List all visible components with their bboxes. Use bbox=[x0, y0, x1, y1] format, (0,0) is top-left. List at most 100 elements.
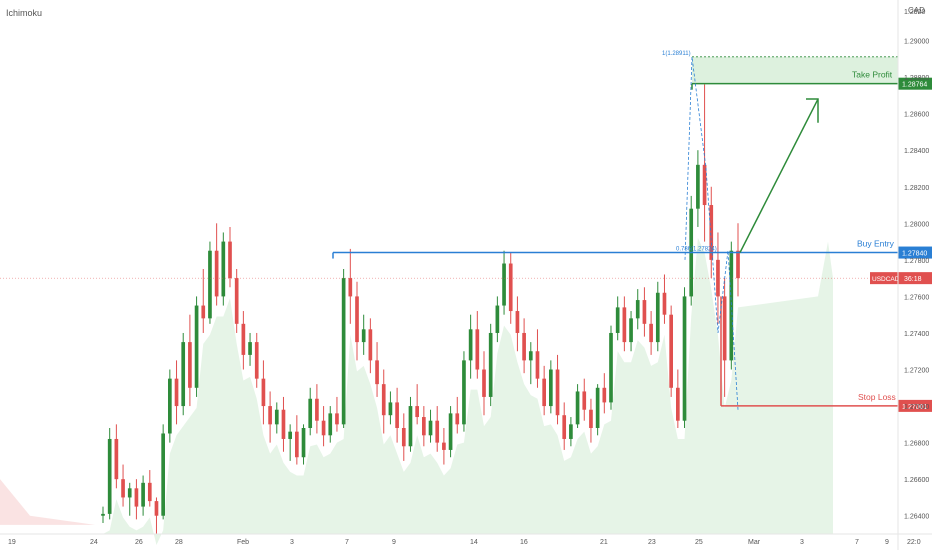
candle bbox=[682, 287, 687, 428]
candle bbox=[154, 497, 159, 534]
candle bbox=[676, 369, 680, 428]
countdown-tag bbox=[898, 272, 932, 285]
candle bbox=[168, 369, 172, 443]
candle-body bbox=[241, 323, 246, 355]
y-tick-label: 1.28400 bbox=[904, 148, 929, 155]
candle bbox=[569, 417, 573, 447]
x-tick-label: 7 bbox=[345, 539, 349, 546]
stop-loss-price: 1.27001 bbox=[902, 404, 927, 411]
candle-body bbox=[535, 351, 540, 379]
stop-loss-text: Stop Loss bbox=[858, 392, 896, 402]
candle-body bbox=[355, 296, 359, 343]
cloud-bear bbox=[0, 479, 95, 525]
candle bbox=[442, 428, 446, 465]
candle-body bbox=[248, 342, 252, 355]
candle bbox=[488, 323, 493, 407]
x-tick-label: 7 bbox=[855, 539, 859, 546]
candle-body bbox=[401, 428, 406, 447]
candle-body bbox=[562, 415, 567, 439]
candle bbox=[475, 311, 480, 379]
candle-body bbox=[141, 482, 145, 507]
candle-body bbox=[528, 351, 533, 361]
candle-body bbox=[495, 305, 500, 333]
candle bbox=[315, 384, 319, 434]
symbol-badge-text: USDCAD bbox=[872, 276, 900, 283]
candle-body bbox=[381, 384, 386, 416]
candle bbox=[736, 223, 740, 297]
y-tick-label: 1.26400 bbox=[904, 514, 929, 521]
stop-loss-price-tag bbox=[898, 399, 932, 412]
candle-body bbox=[595, 387, 600, 428]
x-tick-label: 28 bbox=[175, 539, 183, 546]
candle-body bbox=[348, 278, 353, 297]
candle-body bbox=[555, 369, 560, 416]
candle-body bbox=[188, 342, 192, 388]
candle-body bbox=[542, 378, 546, 407]
candle bbox=[114, 424, 119, 489]
candle bbox=[101, 506, 105, 524]
candle-body bbox=[261, 378, 266, 407]
candle-body bbox=[281, 409, 286, 439]
candle bbox=[729, 241, 734, 370]
candle-body bbox=[709, 205, 714, 260]
candle bbox=[696, 150, 700, 227]
candle bbox=[635, 289, 640, 330]
candle-body bbox=[609, 332, 613, 403]
candle-body bbox=[328, 413, 333, 436]
candle-body bbox=[655, 292, 660, 343]
candle bbox=[134, 479, 139, 520]
y-tick-label: 1.27000 bbox=[904, 404, 929, 411]
candle-body bbox=[101, 513, 105, 516]
candle-body bbox=[335, 413, 339, 425]
candle-body bbox=[321, 420, 326, 436]
candle-body bbox=[736, 250, 740, 279]
candle bbox=[482, 351, 486, 416]
candle bbox=[234, 269, 239, 333]
candle-body bbox=[549, 369, 553, 407]
candle-body bbox=[629, 318, 633, 343]
y-tick-label: 1.28200 bbox=[904, 185, 929, 192]
candle bbox=[589, 398, 593, 443]
y-tick-label: 1.27400 bbox=[904, 331, 929, 338]
candle bbox=[288, 424, 292, 461]
candle bbox=[655, 281, 660, 352]
candle bbox=[174, 360, 179, 425]
candle-body bbox=[508, 263, 513, 312]
candle-body bbox=[482, 369, 486, 397]
candle bbox=[121, 464, 125, 507]
y-tick-label: 1.29000 bbox=[904, 39, 929, 46]
candle bbox=[495, 296, 500, 343]
candle bbox=[575, 384, 580, 428]
candle-body bbox=[208, 250, 212, 319]
candle-body bbox=[288, 431, 292, 439]
candle bbox=[401, 413, 406, 461]
candle-body bbox=[375, 360, 379, 385]
candle bbox=[321, 406, 326, 447]
candle bbox=[341, 269, 346, 428]
candle-body bbox=[662, 292, 667, 315]
candle-body bbox=[408, 406, 413, 447]
candle bbox=[515, 296, 520, 352]
x-tick-label: 3 bbox=[800, 539, 804, 546]
candle bbox=[468, 314, 473, 379]
y-tick-label: 1.27200 bbox=[904, 368, 929, 375]
y-top-label: 1.2920 bbox=[904, 9, 926, 16]
candle bbox=[188, 314, 192, 407]
candle-body bbox=[642, 300, 647, 324]
candle bbox=[381, 369, 386, 434]
candle bbox=[308, 387, 313, 436]
fib-zigzag bbox=[684, 56, 739, 410]
candle bbox=[161, 424, 165, 520]
candle bbox=[281, 396, 286, 452]
candle bbox=[147, 470, 152, 507]
arrow-head bbox=[806, 98, 819, 123]
x-tick-label: Mar bbox=[748, 539, 761, 546]
candle-body bbox=[502, 263, 506, 306]
buy-entry-price: 1.27840 bbox=[902, 251, 927, 258]
candle-body bbox=[174, 378, 179, 407]
candle bbox=[127, 482, 132, 516]
take-profit-price: 1.28764 bbox=[902, 82, 927, 89]
x-tick-label: 9 bbox=[392, 539, 396, 546]
